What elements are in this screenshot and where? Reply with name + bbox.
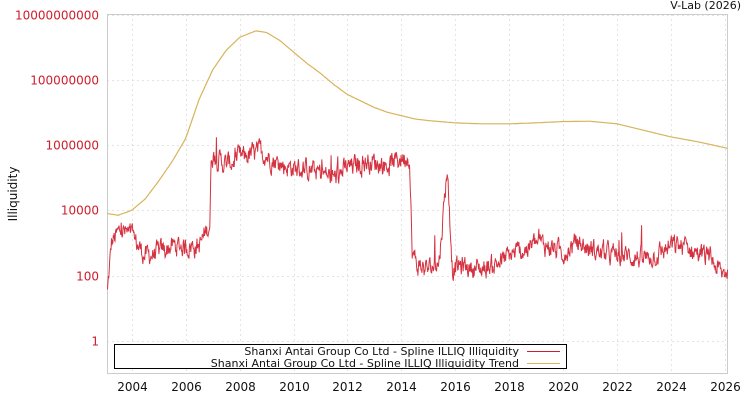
y-tick-label: 10000000000 [15,9,99,23]
y-axis-ticks: 10000000000 100000000 1000000 10000 100 1 [15,9,99,349]
plot-frame [107,14,728,374]
trend-line [107,30,728,216]
gridlines [107,14,728,374]
y-tick-label: 100000000 [30,74,99,88]
x-tick-label: 2004 [117,380,148,394]
x-tick-label: 2020 [548,380,579,394]
y-tick-label: 1000000 [46,139,99,153]
y-tick-label: 100 [76,270,99,284]
x-axis-ticks: 2004 2006 2008 2010 2012 2014 2016 2018 2020 2022… [117,380,741,394]
legend-label-illiquidity: Shanxi Antai Group Co Ltd - Spline ILLIQ… [244,345,519,358]
illiquidity-line [107,137,728,290]
y-tick-label: 10000 [61,204,99,218]
x-tick-label: 2026 [710,380,741,394]
legend: Shanxi Antai Group Co Ltd - Spline ILLIQ… [114,344,567,370]
series-lines [107,30,728,290]
x-tick-label: 2012 [332,380,363,394]
x-tick-label: 2022 [602,380,633,394]
y-tick-label: 1 [91,335,99,349]
x-tick-label: 2008 [225,380,256,394]
y-axis-label: Illiquidity [6,167,20,222]
x-tick-label: 2018 [494,380,525,394]
legend-box [114,344,567,369]
x-tick-label: 2010 [279,380,310,394]
legend-label-trend: Shanxi Antai Group Co Ltd - Spline ILLIQ… [211,357,519,370]
x-tick-label: 2016 [440,380,471,394]
x-tick-label: 2014 [386,380,417,394]
credit-label: V-Lab (2026) [670,0,741,12]
x-tick-label: 2006 [171,380,202,394]
x-tick-label: 2024 [656,380,687,394]
